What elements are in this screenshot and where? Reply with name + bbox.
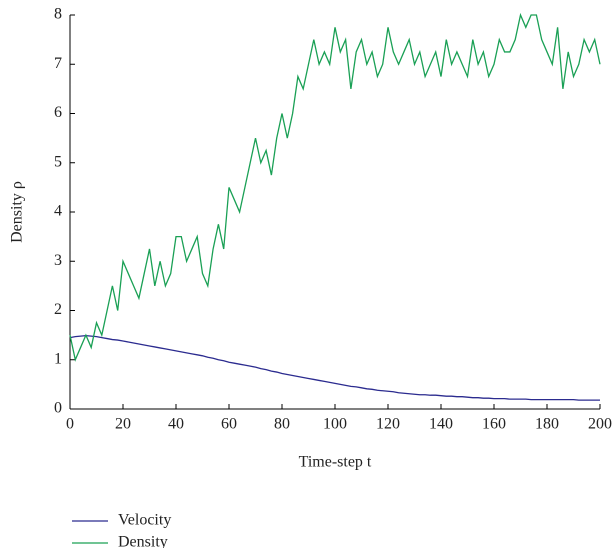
x-axis-label: Time-step t: [299, 454, 372, 471]
y-axis-label: Density ρ: [9, 181, 26, 243]
y-tick-label: 0: [54, 400, 62, 417]
legend-label: Density: [118, 534, 168, 548]
series-line: [69, 12, 601, 362]
x-tick-label: 80: [274, 416, 290, 433]
x-tick-label: 160: [482, 416, 506, 433]
x-tick-label: 40: [168, 416, 184, 433]
x-tick-label: 140: [429, 416, 453, 433]
x-tick-label: 180: [535, 416, 559, 433]
x-tick-label: 60: [221, 416, 237, 433]
x-tick-label: 120: [376, 416, 400, 433]
y-tick-label: 3: [54, 252, 62, 269]
y-tick-label: 1: [54, 350, 62, 367]
x-tick-label: 100: [323, 416, 347, 433]
series-line: [69, 334, 600, 401]
y-tick-label: 5: [54, 153, 62, 170]
x-tick-label: 200: [588, 416, 612, 433]
x-tick-label: 20: [115, 416, 131, 433]
y-tick-label: 6: [54, 104, 62, 121]
legend-label: Velocity: [118, 512, 171, 529]
y-tick-label: 4: [54, 203, 62, 220]
y-tick-label: 7: [54, 55, 62, 72]
x-tick-label: 0: [66, 416, 74, 433]
y-tick-label: 2: [54, 301, 62, 318]
y-tick-label: 8: [54, 6, 62, 23]
